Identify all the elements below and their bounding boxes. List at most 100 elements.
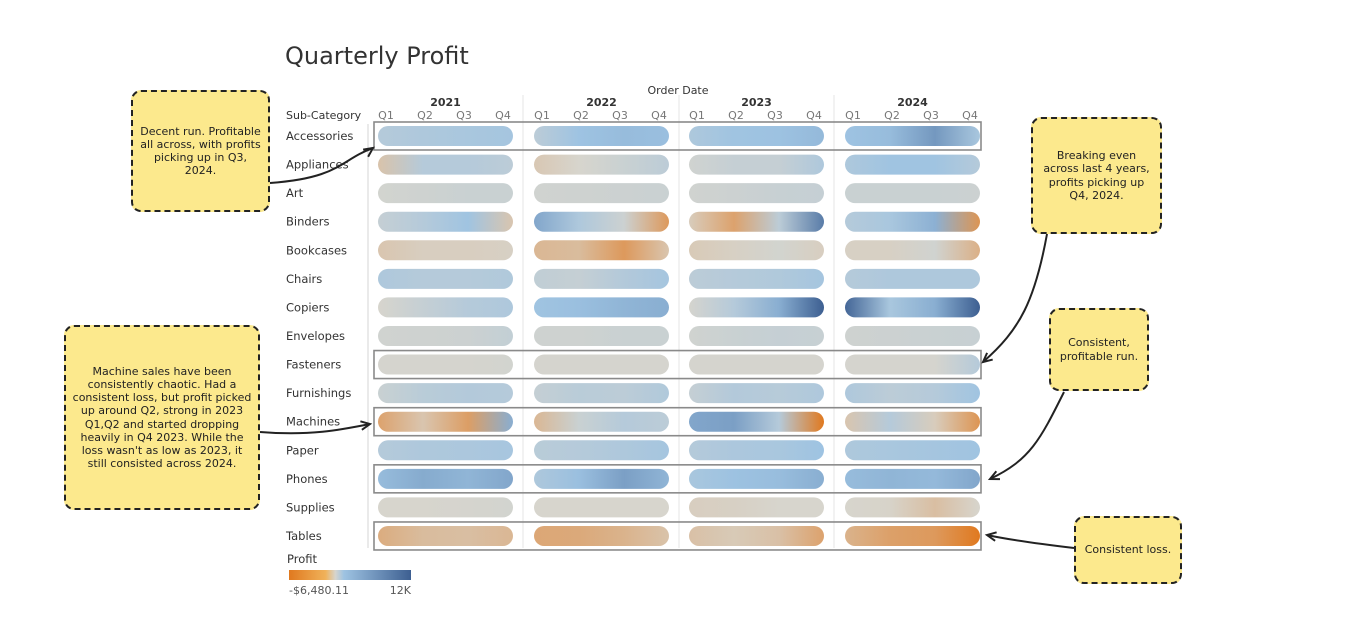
heatmap-pill xyxy=(534,268,669,289)
quarter-label: Q1 xyxy=(845,109,861,122)
row-label: Appliances xyxy=(286,158,349,172)
highlight-box xyxy=(373,521,982,551)
row-labels: Accessories Appliances Art Binders Bookcases… xyxy=(285,129,353,543)
heatmap-pill xyxy=(845,211,980,232)
row-label: Phones xyxy=(286,472,328,486)
heatmap-pill xyxy=(378,497,513,518)
annotation-arrow xyxy=(269,147,374,184)
row-label: Furnishings xyxy=(286,386,351,400)
legend-min-label: -$6,480.11 xyxy=(289,584,349,597)
heatmap-pill xyxy=(845,268,980,289)
heatmap-pill xyxy=(378,440,513,461)
quarter-label: Q2 xyxy=(884,109,900,122)
row-label: Binders xyxy=(286,215,329,229)
annotation-arrow xyxy=(989,391,1065,480)
row-label: Supplies xyxy=(286,500,335,514)
quarter-label: Q2 xyxy=(417,109,433,122)
highlight-box xyxy=(373,406,982,437)
note-tables: Consistent loss. xyxy=(1074,516,1182,584)
quarter-label: Q4 xyxy=(651,109,667,122)
heatmap-pill xyxy=(845,440,980,461)
heatmap-pill xyxy=(689,297,824,318)
heatmap-pill xyxy=(378,297,513,318)
heatmap-pill xyxy=(534,154,669,175)
heatmap-pill xyxy=(689,240,824,261)
heatmap-pill xyxy=(845,183,980,204)
quarter-label: Q3 xyxy=(923,109,939,122)
heatmap-pill xyxy=(689,497,824,518)
heatmap-pill xyxy=(534,411,669,432)
quarter-label: Q3 xyxy=(612,109,628,122)
row-label: Art xyxy=(286,186,304,200)
quarter-label: Q3 xyxy=(767,109,783,122)
column-header: Order Date xyxy=(647,84,708,97)
arrow-head xyxy=(984,531,997,542)
heatmap-pill xyxy=(378,325,513,346)
quarter-label: Q4 xyxy=(495,109,511,122)
heatmap-pill xyxy=(534,497,669,518)
annotation-arrows xyxy=(259,146,1075,549)
quarter-label: Q4 xyxy=(962,109,978,122)
heatmap-pill xyxy=(845,297,980,318)
heatmap-pill xyxy=(534,183,669,204)
row-label: Tables xyxy=(285,529,322,543)
row-label: Machines xyxy=(286,415,340,429)
legend-max-label: 12K xyxy=(390,584,412,597)
heatmap-pill xyxy=(845,468,980,489)
heatmap-pill xyxy=(845,383,980,404)
highlight-box xyxy=(373,464,982,494)
heatmap-pill xyxy=(534,383,669,404)
heatmap-pill xyxy=(689,183,824,204)
arrow-head xyxy=(362,146,375,158)
heatmap-pill xyxy=(534,211,669,232)
heatmap-pill xyxy=(378,411,513,432)
row-header: Sub-Category xyxy=(286,109,362,122)
heatmap-pill xyxy=(689,154,824,175)
heatmap-pill xyxy=(378,268,513,289)
heatmap-pill xyxy=(378,154,513,175)
quarter-label: Q2 xyxy=(728,109,744,122)
annotation-arrow xyxy=(986,534,1075,549)
note-fasteners: Breaking even across last 4 years, profi… xyxy=(1031,117,1162,234)
row-label: Accessories xyxy=(286,129,353,143)
heatmap-pill xyxy=(378,383,513,404)
row-label: Chairs xyxy=(286,272,322,286)
heatmap-pill xyxy=(689,383,824,404)
highlight-boxes xyxy=(373,121,982,551)
year-label: 2021 xyxy=(430,96,461,109)
heatmap-pill xyxy=(689,525,824,546)
annotation-arrow xyxy=(982,233,1048,363)
row-label: Paper xyxy=(286,443,319,457)
heatmap-pill xyxy=(534,297,669,318)
row-label: Fasteners xyxy=(286,358,341,372)
arrow-head xyxy=(360,420,373,431)
arrow-head xyxy=(981,352,993,364)
heatmap-pill xyxy=(845,154,980,175)
row-label: Copiers xyxy=(286,300,329,314)
heatmap-pill xyxy=(534,240,669,261)
color-legend: Profit -$6,480.11 12K xyxy=(287,552,412,597)
year-label: 2024 xyxy=(897,96,928,109)
heatmap-pill xyxy=(845,240,980,261)
heatmap-pill xyxy=(378,468,513,489)
heatmap-pill xyxy=(534,440,669,461)
note-machines: Machine sales have been consistently cha… xyxy=(64,325,260,510)
note-accessories: Decent run. Profitable all across, with … xyxy=(131,90,270,212)
heatmap-pill xyxy=(689,440,824,461)
note-phones: Consistent, profitable run. xyxy=(1049,308,1149,391)
heatmap-pill xyxy=(845,354,980,375)
heatmap-pills xyxy=(378,126,980,546)
quarter-label: Q2 xyxy=(573,109,589,122)
heatmap-pill xyxy=(689,354,824,375)
heatmap-pill xyxy=(689,411,824,432)
heatmap-pill xyxy=(534,325,669,346)
heatmap-pill xyxy=(378,183,513,204)
highlight-box xyxy=(373,349,982,380)
quarter-label: Q3 xyxy=(456,109,472,122)
heatmap-pill xyxy=(378,126,513,146)
heatmap-pill xyxy=(378,211,513,232)
heatmap-pill xyxy=(378,240,513,261)
heatmap-pill xyxy=(689,325,824,346)
heatmap-pill xyxy=(378,354,513,375)
